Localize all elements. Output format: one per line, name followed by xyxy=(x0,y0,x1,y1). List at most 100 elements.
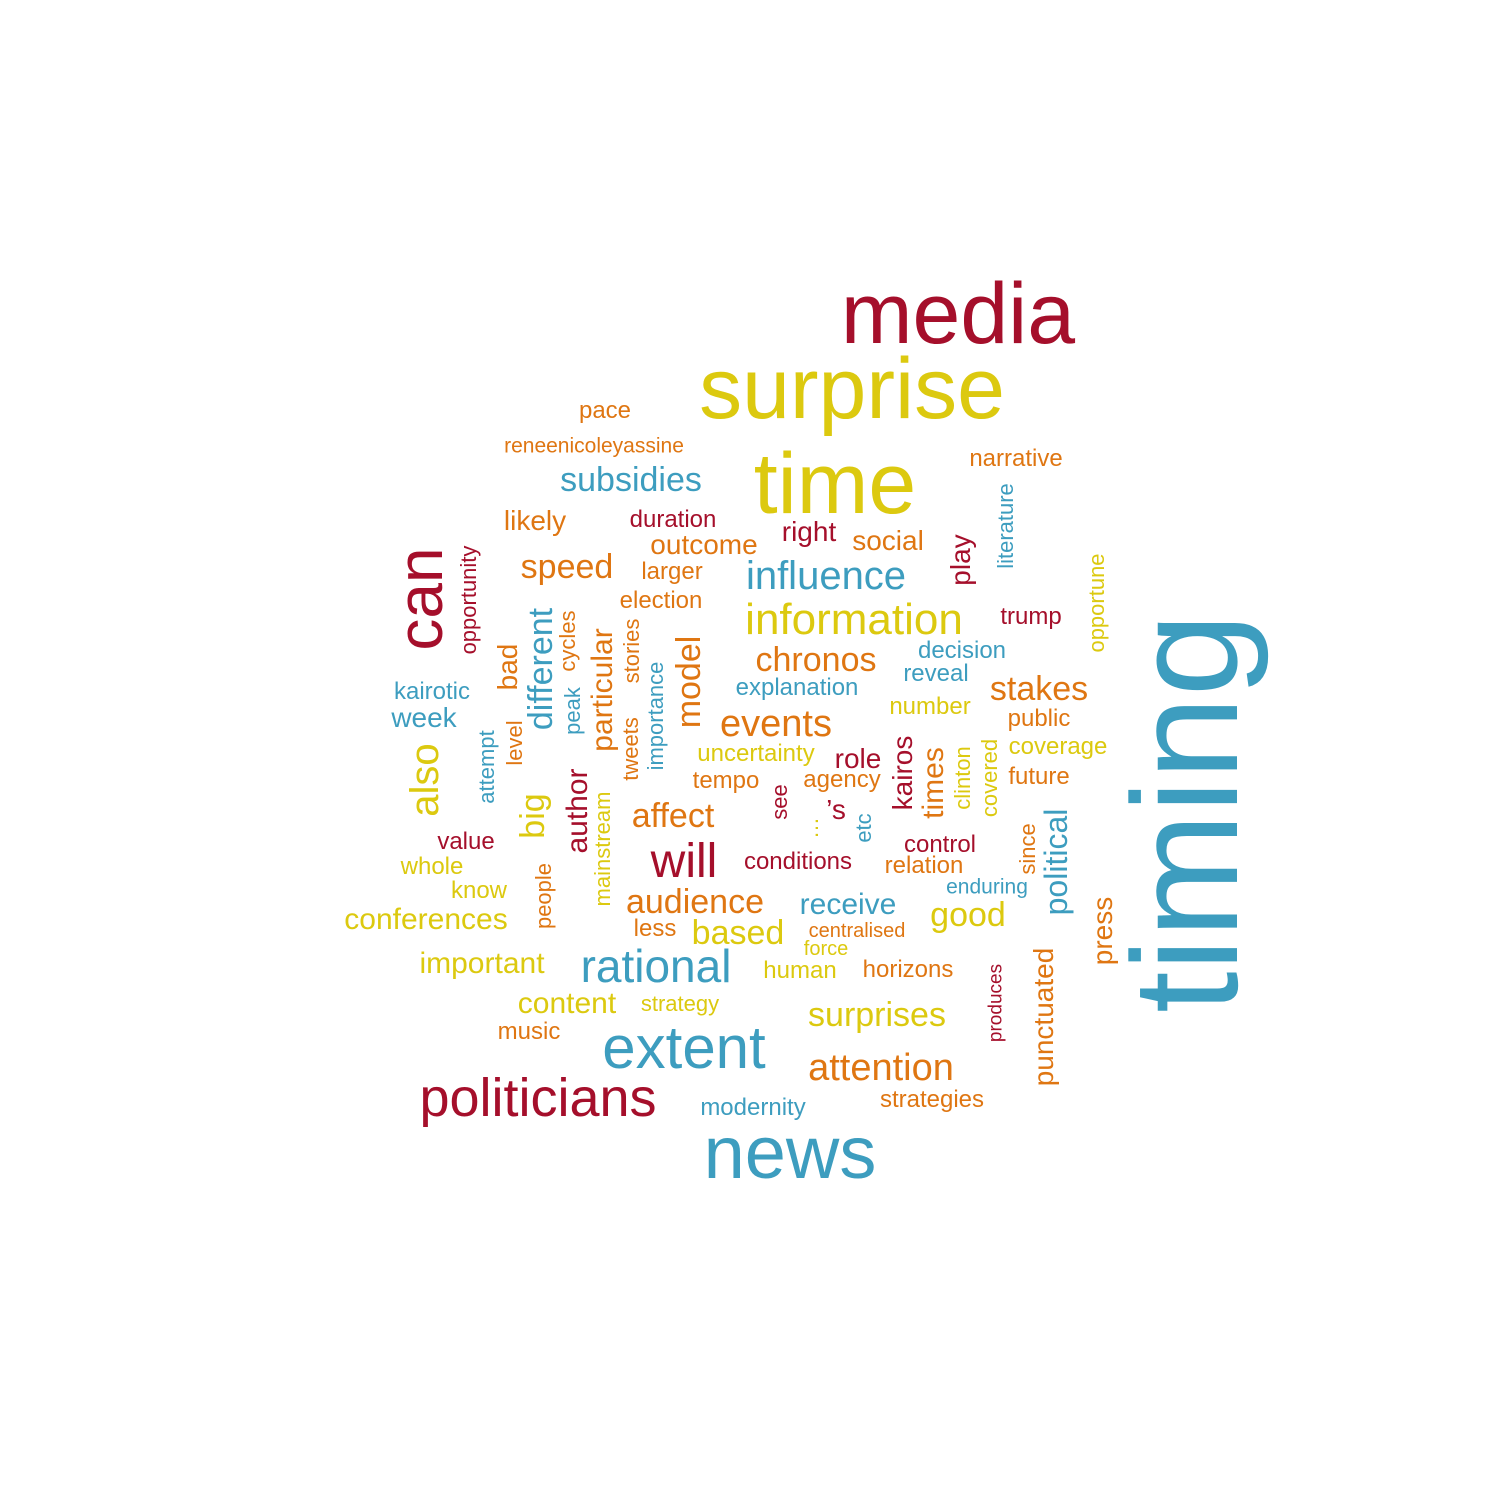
cloud-word: level xyxy=(502,720,527,766)
cloud-word: influence xyxy=(745,554,907,598)
cloud-word: control xyxy=(903,831,977,858)
cloud-word: week xyxy=(391,702,457,733)
cloud-word: surprises xyxy=(808,996,946,1034)
cloud-word: extent xyxy=(602,1014,766,1081)
cloud-word: audience xyxy=(625,883,765,921)
cloud-word: future xyxy=(1008,763,1070,790)
cloud-word: cycles xyxy=(555,610,580,672)
cloud-word: author xyxy=(561,768,594,854)
cloud-word: role xyxy=(834,743,882,774)
cloud-word: centralised xyxy=(808,920,906,942)
cloud-word: attention xyxy=(808,1047,954,1089)
cloud-word: particular xyxy=(586,628,619,752)
cloud-word: number xyxy=(889,693,971,720)
cloud-word: kairotic xyxy=(393,678,471,705)
cloud-word: tempo xyxy=(692,767,760,794)
cloud-word: etc xyxy=(851,813,876,843)
cloud-word: human xyxy=(763,957,837,984)
cloud-word: pace xyxy=(578,397,632,424)
cloud-word: mainstream xyxy=(590,791,615,907)
cloud-word: bad xyxy=(492,643,523,691)
cloud-word: can xyxy=(384,547,456,651)
cloud-word: produces xyxy=(985,963,1007,1043)
cloud-word: enduring xyxy=(946,875,1028,899)
cloud-word: punctuated xyxy=(1028,947,1059,1087)
cloud-word: political xyxy=(1038,808,1074,916)
cloud-word: social xyxy=(852,525,924,556)
cloud-word: relation xyxy=(884,852,964,879)
cloud-word: less xyxy=(633,915,677,942)
cloud-word: attempt xyxy=(474,730,499,804)
cloud-word: opportune xyxy=(1084,553,1109,653)
cloud-word: timing xyxy=(1101,612,1269,1014)
cloud-word: covered xyxy=(977,738,1002,818)
cloud-word: likely xyxy=(503,505,567,536)
cloud-word: subsidies xyxy=(560,461,702,499)
cloud-word: agency xyxy=(803,766,881,793)
cloud-word: information xyxy=(745,595,963,644)
cloud-word: conditions xyxy=(743,848,853,875)
cloud-word: media xyxy=(840,266,1076,362)
cloud-word: public xyxy=(1007,705,1071,732)
cloud-word: larger xyxy=(641,558,703,585)
cloud-word: stories xyxy=(619,618,644,684)
cloud-word: right xyxy=(781,516,837,547)
cloud-word: music xyxy=(497,1018,561,1045)
cloud-word: press xyxy=(1087,896,1118,966)
cloud-word: importance xyxy=(643,661,668,771)
cloud-word: strategies xyxy=(879,1086,985,1113)
cloud-word: news xyxy=(703,1111,877,1194)
cloud-word: duration xyxy=(629,506,717,533)
cloud-word: tweets xyxy=(618,717,643,781)
cloud-word: uncertainty xyxy=(697,740,815,767)
cloud-word: play xyxy=(945,534,976,586)
cloud-word: ’s xyxy=(826,794,846,825)
cloud-word: content xyxy=(517,987,617,1020)
cloud-word: chronos xyxy=(755,641,877,679)
cloud-word: model xyxy=(670,635,708,729)
cloud-word: election xyxy=(619,587,703,614)
cloud-word: conferences xyxy=(344,903,508,936)
cloud-word: know xyxy=(450,877,508,904)
cloud-word: reveal xyxy=(903,660,969,687)
cloud-word: decision xyxy=(917,637,1007,664)
cloud-word: affect xyxy=(631,797,715,835)
cloud-word: clinton xyxy=(950,746,975,810)
cloud-word: trump xyxy=(1000,603,1062,630)
cloud-word: different xyxy=(522,607,560,731)
cloud-word: will xyxy=(650,835,718,888)
cloud-word: rational xyxy=(580,940,732,992)
cloud-word: narrative xyxy=(969,445,1063,472)
cloud-word: value xyxy=(437,828,495,855)
cloud-word: important xyxy=(419,947,545,980)
cloud-word: kairos xyxy=(887,735,918,811)
cloud-word: based xyxy=(691,914,785,952)
cloud-word: strategy xyxy=(640,991,720,1016)
cloud-word: coverage xyxy=(1008,733,1108,760)
cloud-word: outcome xyxy=(650,529,758,560)
cloud-word: big xyxy=(514,793,552,839)
cloud-word: modernity xyxy=(700,1094,806,1121)
cloud-word: since xyxy=(1015,823,1040,875)
cloud-word: surprise xyxy=(699,341,1005,437)
cloud-word: time xyxy=(753,436,917,532)
cloud-word: peak xyxy=(560,687,585,735)
cloud-word: force xyxy=(803,938,849,960)
cloud-word: events xyxy=(720,703,832,745)
cloud-word: see xyxy=(767,784,792,820)
cloud-word: horizons xyxy=(862,956,954,983)
cloud-word: receive xyxy=(799,888,897,921)
cloud-word: stakes xyxy=(989,670,1089,708)
cloud-word: also xyxy=(403,743,447,817)
cloud-word: good xyxy=(930,896,1006,934)
cloud-word: speed xyxy=(520,548,614,586)
cloud-word: times xyxy=(917,747,950,819)
cloud-word: literature xyxy=(993,483,1018,569)
cloud-word: reneenicoleyassine xyxy=(504,434,684,458)
cloud-word: explanation xyxy=(735,674,859,701)
cloud-word: opportunity xyxy=(456,545,481,655)
cloud-word: whole xyxy=(400,853,464,880)
cloud-word: people xyxy=(531,862,556,930)
cloud-word: … xyxy=(798,817,823,839)
